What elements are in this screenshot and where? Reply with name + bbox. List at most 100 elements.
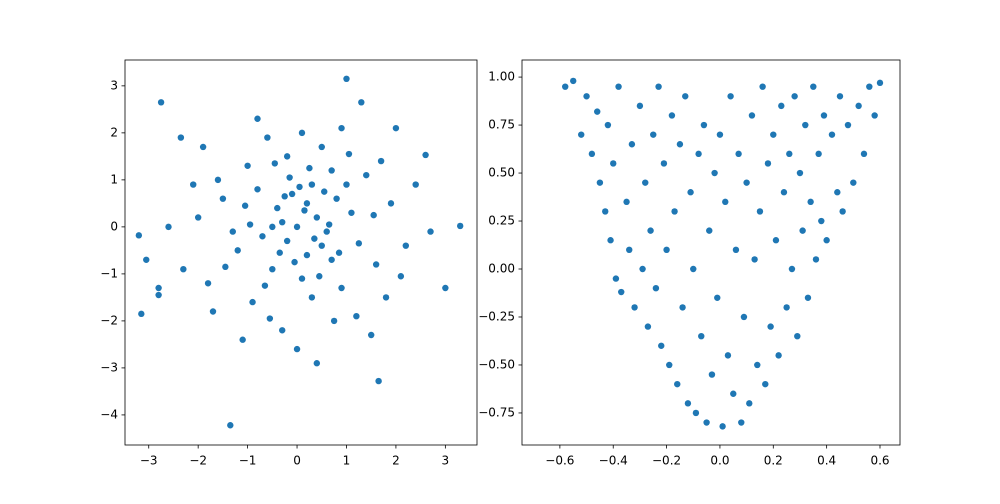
point xyxy=(301,207,308,214)
point xyxy=(791,93,798,100)
point xyxy=(562,83,569,90)
point xyxy=(655,83,662,90)
point xyxy=(730,390,737,397)
point xyxy=(727,93,734,100)
point xyxy=(802,121,809,129)
point xyxy=(628,141,636,148)
point xyxy=(274,204,281,212)
point xyxy=(746,400,753,407)
point xyxy=(291,258,298,266)
point xyxy=(687,189,694,196)
x-tick-label: −1 xyxy=(239,454,257,468)
point xyxy=(313,214,321,221)
point xyxy=(807,198,814,206)
y-tick-label: 0.50 xyxy=(488,166,515,180)
point xyxy=(706,227,713,234)
point xyxy=(684,400,692,407)
point xyxy=(281,193,288,200)
point xyxy=(345,150,353,158)
point xyxy=(671,208,678,215)
point xyxy=(325,221,333,228)
y-tick-label: 1 xyxy=(110,172,118,186)
point xyxy=(328,167,335,174)
point xyxy=(839,208,846,215)
point xyxy=(293,345,301,353)
point xyxy=(194,214,202,221)
x-tick-label: 0.4 xyxy=(817,454,836,468)
point xyxy=(155,291,162,299)
point xyxy=(321,188,328,195)
point xyxy=(642,179,649,186)
point xyxy=(759,83,766,90)
point xyxy=(668,112,676,119)
point xyxy=(279,327,286,334)
point xyxy=(722,198,729,206)
point xyxy=(180,265,187,273)
point xyxy=(812,256,820,263)
point xyxy=(276,249,283,256)
point xyxy=(456,222,464,230)
point xyxy=(190,181,197,188)
point xyxy=(311,235,318,242)
point xyxy=(269,265,276,273)
point xyxy=(692,409,700,417)
point xyxy=(157,99,165,106)
point xyxy=(229,228,236,235)
point xyxy=(754,361,761,369)
x-tick-label: 1 xyxy=(343,454,351,468)
point xyxy=(318,242,325,249)
point xyxy=(748,112,756,119)
point xyxy=(422,151,429,159)
point xyxy=(338,284,345,292)
point xyxy=(860,150,868,158)
point xyxy=(823,237,830,244)
point xyxy=(397,273,405,280)
point xyxy=(271,160,278,167)
point xyxy=(313,360,321,367)
x-tick-label: 0.2 xyxy=(764,454,783,468)
x-tick-label: 3 xyxy=(442,454,450,468)
point xyxy=(682,93,689,100)
point xyxy=(820,112,828,119)
point xyxy=(647,227,654,234)
point xyxy=(427,228,434,235)
point xyxy=(775,352,782,359)
point xyxy=(241,202,249,209)
point xyxy=(222,263,229,271)
point xyxy=(348,209,355,216)
point xyxy=(716,131,724,138)
x-tick-label: −0.4 xyxy=(599,454,628,468)
point xyxy=(788,265,796,273)
point xyxy=(387,200,395,207)
x-tick-label: −0.6 xyxy=(545,454,574,468)
y-tick-label: −3 xyxy=(100,360,118,374)
point xyxy=(799,227,806,234)
point xyxy=(269,223,276,231)
point xyxy=(588,150,596,158)
point xyxy=(308,294,316,301)
point xyxy=(770,131,777,138)
point xyxy=(674,380,681,388)
point xyxy=(254,115,261,122)
point xyxy=(353,312,360,320)
point xyxy=(204,280,212,287)
x-tick-label: 0.0 xyxy=(710,454,729,468)
point xyxy=(293,223,301,231)
point xyxy=(234,247,241,254)
point xyxy=(636,102,644,110)
point xyxy=(604,121,612,129)
point xyxy=(615,83,622,90)
point xyxy=(330,317,338,325)
point xyxy=(804,294,812,301)
point xyxy=(333,195,340,202)
point xyxy=(602,208,609,215)
point xyxy=(239,336,246,343)
point xyxy=(402,242,410,249)
x-tick-label: −2 xyxy=(189,454,207,468)
point xyxy=(370,211,377,219)
point xyxy=(652,284,660,292)
point xyxy=(834,189,841,196)
point xyxy=(639,265,646,273)
point xyxy=(618,288,625,296)
point xyxy=(735,150,742,158)
